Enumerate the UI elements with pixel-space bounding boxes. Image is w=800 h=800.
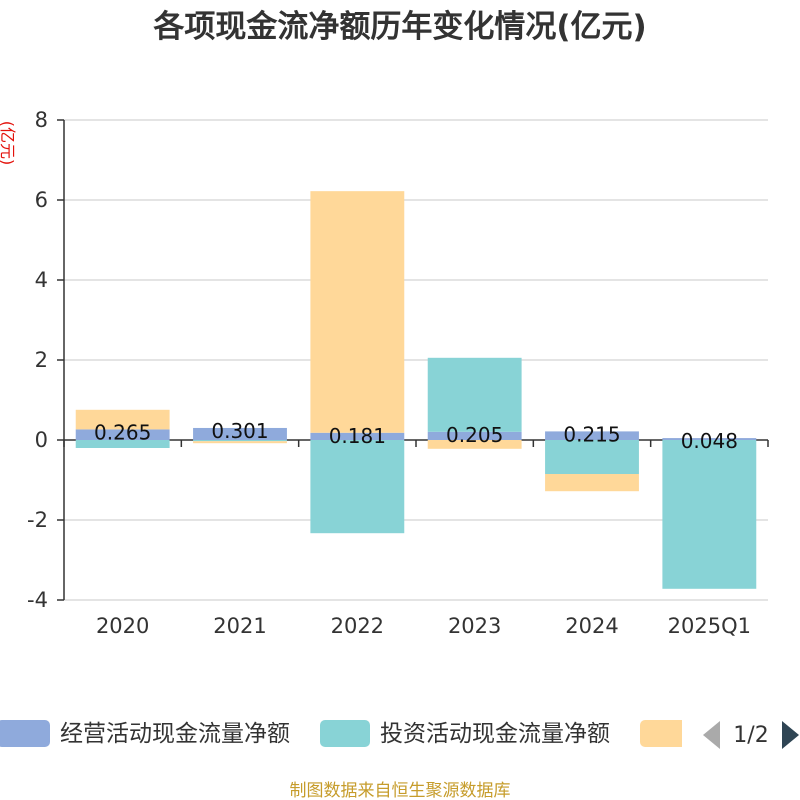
bar-series1-2024	[545, 431, 639, 440]
legend-next-icon[interactable]	[782, 721, 799, 749]
legend: 经营活动现金流量净额 投资活动现金流量净额	[0, 720, 690, 747]
legend-swatch	[640, 720, 682, 747]
legend-label: 投资活动现金流量净额	[380, 721, 610, 747]
gridlines	[64, 119, 768, 601]
bar-series3-2020	[75, 409, 170, 430]
bar-series1-2021	[193, 427, 287, 440]
data-label: 0.215	[563, 422, 620, 446]
x-tick-label: 2021	[213, 614, 266, 638]
y-tick-label: -2	[27, 508, 48, 532]
legend-page-indicator: 1/2	[733, 723, 768, 748]
bar-series1-2025Q1	[662, 438, 757, 440]
data-label: 0.048	[681, 429, 738, 453]
legend-prev-icon[interactable]	[703, 721, 720, 749]
data-label: 0.205	[446, 423, 503, 447]
x-tick-label: 2020	[96, 614, 149, 638]
bar-series2-2021	[193, 440, 287, 442]
bar-series3-2024	[545, 474, 639, 492]
x-tick-label: 2024	[565, 614, 618, 638]
bar-series1-2022	[310, 432, 405, 440]
bar-series2-2025Q1	[662, 440, 757, 589]
data-label: 0.265	[94, 420, 151, 444]
bar-series3-2021	[193, 441, 287, 444]
bar-series2-2022	[310, 440, 405, 534]
data-labels: 0.265 0.301 0.181 0.205 0.215 0.048	[94, 419, 738, 453]
bars	[75, 191, 757, 589]
legend-swatch	[0, 720, 50, 747]
y-tick-label: -4	[27, 588, 48, 612]
legend-pager: 1/2	[703, 721, 799, 749]
bar-series2-2023	[427, 357, 522, 432]
y-tick-label: 0	[35, 428, 48, 452]
source-note: 制图数据来自恒生聚源数据库	[290, 781, 511, 800]
bar-series1-2020	[75, 429, 170, 440]
y-tick-label: 6	[35, 188, 48, 212]
bar-series1-2023	[427, 431, 522, 440]
data-label: 0.301	[211, 419, 268, 443]
axes: -4 -2 0 2 4 6 8 2020 2021 2022 2023 2024 2025Q1	[27, 108, 769, 638]
x-tick-label: 2023	[448, 614, 501, 638]
legend-swatch	[320, 720, 370, 747]
bar-series3-2023	[427, 440, 522, 449]
legend-label: 经营活动现金流量净额	[60, 721, 290, 747]
bar-series2-2024	[545, 440, 639, 474]
y-axis-title: (亿元)	[0, 121, 17, 166]
chart-title: 各项现金流净额历年变化情况(亿元)	[152, 9, 646, 45]
x-tick-label: 2022	[331, 614, 384, 638]
bar-series3-2022	[310, 191, 405, 433]
legend-item-investing-cash-flow[interactable]: 投资活动现金流量净额	[320, 720, 610, 747]
legend-item-third-series[interactable]	[640, 720, 690, 747]
y-tick-label: 2	[35, 348, 48, 372]
data-label: 0.181	[329, 424, 386, 448]
y-tick-label: 4	[35, 268, 48, 292]
x-tick-label: 2025Q1	[668, 614, 751, 638]
legend-item-operating-cash-flow[interactable]: 经营活动现金流量净额	[0, 720, 290, 747]
bar-series2-2020	[75, 440, 170, 448]
y-tick-label: 8	[35, 108, 48, 132]
